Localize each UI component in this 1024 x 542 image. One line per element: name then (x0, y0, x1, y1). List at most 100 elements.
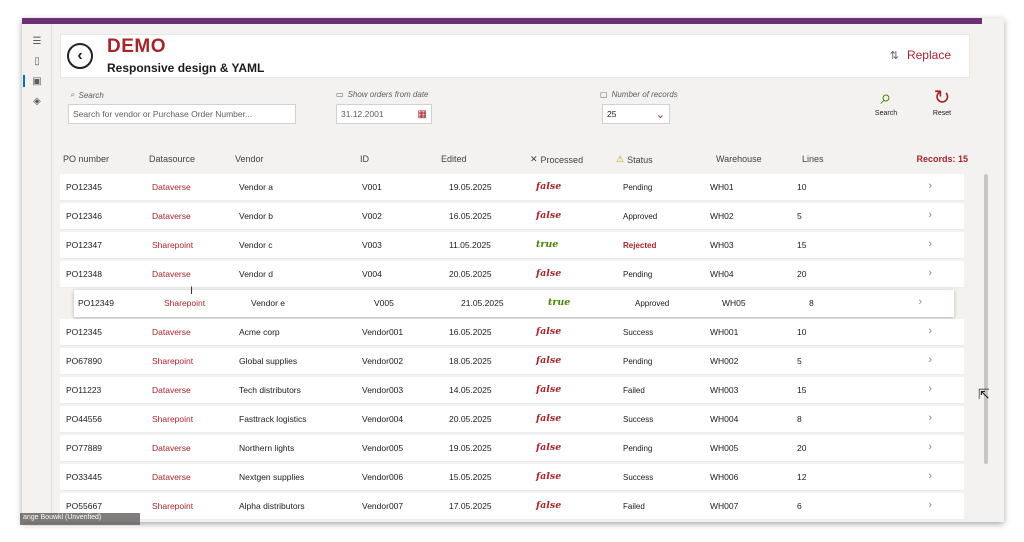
cell-edited: 18.05.2025 (449, 356, 492, 366)
chevron-right-icon[interactable]: › (928, 238, 932, 250)
cell-ds: Dataverse (152, 182, 191, 192)
table-row[interactable]: PO67890 Sharepoint Global supplies Vendor00… (60, 348, 964, 375)
cell-po: PO12346 (66, 211, 102, 221)
col-po[interactable]: PO number (63, 154, 110, 164)
cell-lines: 6 (797, 501, 802, 511)
cell-warehouse: WH001 (710, 327, 739, 337)
col-datasource[interactable]: Datasource (149, 154, 196, 164)
records-value: 25 (607, 109, 617, 119)
table-row[interactable]: PO44556 Sharepoint Fasttrack logistics Vend… (60, 406, 964, 433)
scrollbar-thumb[interactable] (984, 174, 988, 464)
table-row[interactable]: PO33445 Dataverse Nextgen supplies Vendor00… (60, 464, 964, 491)
menu-icon[interactable]: ☰ (32, 35, 42, 47)
cell-po: PO55667 (66, 501, 102, 511)
table-row[interactable]: PO12349 Sharepoint Vendor e V005 21.05.2025 t… (74, 290, 954, 317)
cell-ds: Dataverse (152, 472, 191, 482)
chevron-right-icon[interactable]: › (918, 296, 922, 308)
cell-warehouse: WH04 (710, 269, 734, 279)
table-row[interactable]: PO55667 Sharepoint Alpha distributors Vendo… (60, 493, 964, 520)
warning-icon: ⚠ (616, 154, 625, 164)
replace-button[interactable]: ⇅ Replace (890, 48, 951, 62)
date-picker[interactable]: 31.12.2001 ▦ (336, 104, 432, 124)
cell-id: V004 (362, 269, 382, 279)
table-row[interactable]: PO11223 Dataverse Tech distributors Vendor0… (60, 377, 964, 404)
cell-lines: 8 (809, 298, 814, 308)
chevron-right-icon[interactable]: › (928, 180, 932, 192)
screen-icon[interactable]: ▣ (23, 74, 45, 88)
chevron-right-icon[interactable]: › (928, 470, 932, 482)
cell-po: PO44556 (66, 414, 102, 424)
cell-status: Success (623, 473, 654, 482)
cell-warehouse: WH05 (722, 298, 746, 308)
records-count: Records: 15 (916, 154, 968, 164)
search-button[interactable]: ⌕ Search (866, 86, 906, 117)
search-icon: ⌕ (880, 87, 892, 109)
cell-id: Vendor003 (362, 385, 404, 395)
cell-vendor: Global supplies (239, 356, 298, 366)
chevron-right-icon[interactable]: › (928, 209, 932, 221)
table-row[interactable]: PO12345 Dataverse Acme corp Vendor001 16.05.… (60, 319, 964, 346)
close-icon: ✕ (530, 154, 538, 164)
chevron-right-icon[interactable]: › (928, 383, 932, 395)
page-icon[interactable]: ▯ (34, 55, 40, 67)
cell-processed: false (536, 442, 562, 453)
text-cursor-icon: I (190, 285, 194, 297)
col-edited[interactable]: Edited (441, 154, 467, 164)
table-row[interactable]: PO77889 Dataverse Northern lights Vendor005… (60, 435, 964, 462)
col-id[interactable]: ID (360, 154, 369, 164)
cell-vendor: Vendor a (239, 182, 274, 192)
chevron-right-icon[interactable]: › (928, 354, 932, 366)
sort-icon: ⇅ (889, 49, 899, 62)
col-processed[interactable]: ✕ Processed (530, 154, 584, 165)
chevron-left-icon: ‹ (77, 47, 83, 64)
search-input[interactable]: Search for vendor or Purchase Order Numb… (68, 104, 296, 124)
cell-edited: 19.05.2025 (449, 443, 492, 453)
cell-po: PO67890 (66, 356, 102, 366)
cell-status: Success (623, 415, 654, 424)
table-row[interactable]: PO12346 Dataverse Vendor b V002 16.05.2025 fa… (60, 203, 964, 230)
cell-status: Pending (623, 270, 653, 279)
cell-ds: Dataverse (152, 211, 191, 221)
chevron-right-icon[interactable]: › (928, 412, 932, 424)
table-row[interactable]: PO12345 Dataverse Vendor a V001 19.05.2025 fa… (60, 174, 964, 201)
cell-id: Vendor006 (362, 472, 404, 482)
reset-button[interactable]: ↻ Reset (922, 86, 962, 117)
cell-po: PO12345 (66, 327, 102, 337)
cell-processed: false (536, 384, 562, 395)
cell-edited: 11.05.2025 (449, 240, 491, 250)
chevron-right-icon[interactable]: › (928, 325, 932, 337)
col-vendor[interactable]: Vendor (235, 154, 264, 164)
table-row[interactable]: PO12348 Dataverse Vendor d V004 20.05.2025 fa… (60, 261, 964, 288)
chevron-right-icon[interactable]: › (928, 441, 932, 453)
cell-lines: 10 (797, 327, 807, 337)
table-row[interactable]: PO12347 Sharepoint Vendor c V003 11.05.2025 t… (60, 232, 964, 259)
cell-id: Vendor004 (362, 414, 404, 424)
col-lines[interactable]: Lines (802, 154, 824, 164)
scrollbar[interactable] (982, 174, 988, 520)
col-status[interactable]: ⚠ Status (616, 154, 653, 165)
grid-header: PO number Datasource Vendor ID Edited ✕ … (60, 148, 980, 172)
search-icon: ⌕ (70, 90, 75, 99)
cell-po: PO12347 (66, 240, 102, 250)
cell-lines: 12 (797, 472, 807, 482)
user-tooltip: ange Bouwkl (Unverified) (20, 513, 140, 525)
records-dropdown[interactable]: 25 ⌄ (602, 104, 670, 124)
app-window: ☰ ▯ ▣ ◈ ‹ DEMO Responsive design & YAML … (22, 18, 1004, 522)
cell-id: Vendor002 (362, 356, 404, 366)
chevron-right-icon[interactable]: › (928, 499, 932, 511)
cell-id: Vendor007 (362, 501, 404, 511)
layers-icon[interactable]: ◈ (33, 95, 41, 107)
col-warehouse[interactable]: Warehouse (716, 154, 762, 164)
cell-lines: 8 (797, 414, 802, 424)
cell-lines: 5 (797, 356, 802, 366)
cell-po: PO11223 (66, 385, 102, 395)
cell-ds: Sharepoint (152, 414, 194, 424)
cell-vendor: Alpha distributors (239, 501, 305, 511)
calendar-icon[interactable]: ▦ (417, 108, 427, 120)
back-button[interactable]: ‹ (67, 43, 93, 69)
cell-edited: 14.05.2025 (449, 385, 492, 395)
cell-edited: 20.05.2025 (449, 269, 492, 279)
cell-warehouse: WH03 (710, 240, 734, 250)
chevron-right-icon[interactable]: › (928, 267, 932, 279)
cell-ds: Dataverse (152, 269, 191, 279)
